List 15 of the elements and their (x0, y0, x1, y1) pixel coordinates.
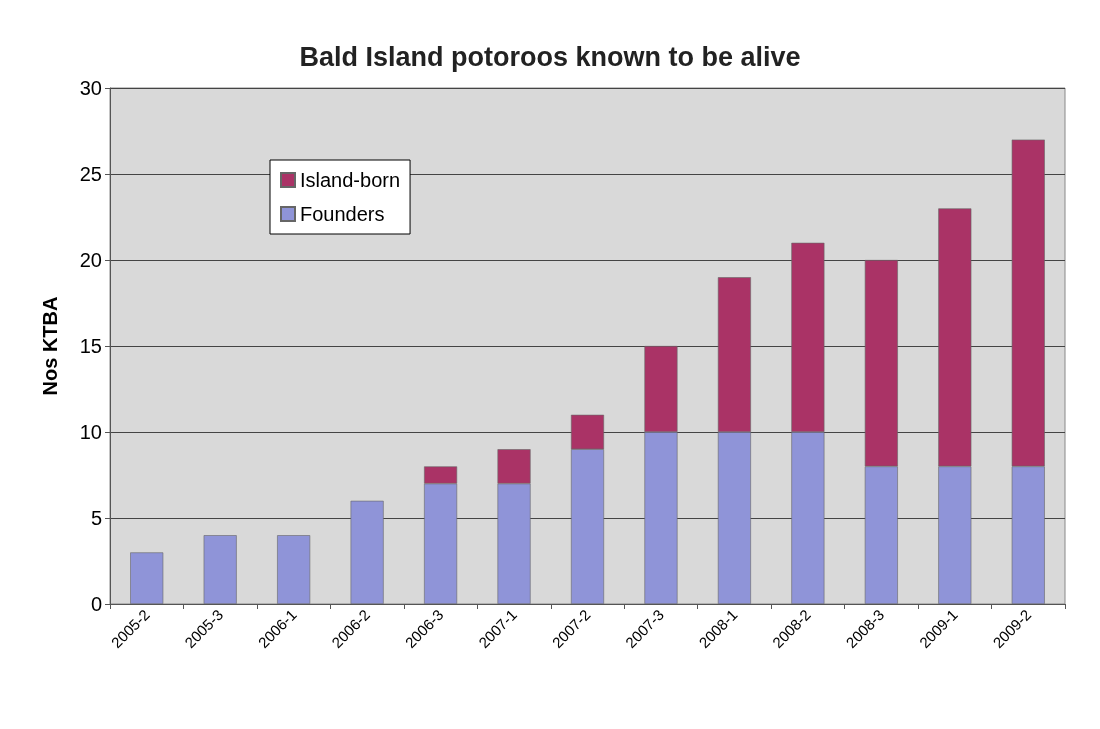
legend-label: Founders (300, 203, 385, 225)
y-tick-label: 25 (79, 163, 102, 185)
bar (130, 552, 164, 604)
y-tick-label: 0 (90, 593, 102, 615)
y-tick-label: 10 (79, 421, 102, 443)
chart-title: Bald Island potoroos known to be alive (299, 41, 801, 72)
y-tick-label: 20 (79, 249, 102, 271)
bar (350, 500, 384, 604)
y-tick-label: 15 (79, 335, 102, 357)
bar (203, 535, 237, 604)
y-tick-label: 5 (90, 507, 102, 529)
y-tick-label: 30 (79, 77, 102, 99)
legend-label: Island-born (300, 169, 401, 191)
y-axis-title: Nos KTBA (39, 296, 61, 396)
bar (277, 535, 311, 604)
